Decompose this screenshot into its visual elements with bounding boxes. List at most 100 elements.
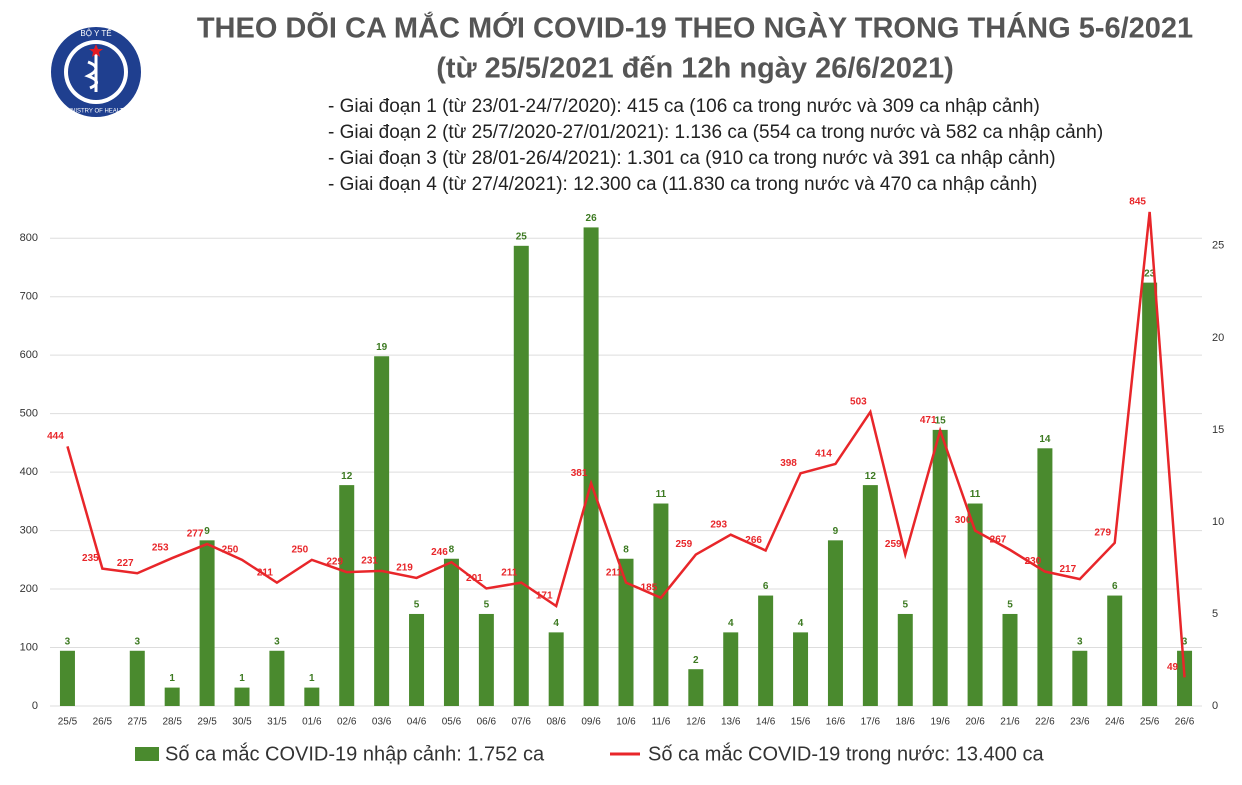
bar xyxy=(1002,613,1018,706)
bar-label: 4 xyxy=(798,618,804,629)
bar xyxy=(339,485,355,706)
bar xyxy=(59,650,75,706)
line-label: 201 xyxy=(466,573,483,584)
annotation: - Giai đoạn 1 (từ 23/01-24/7/2020): 415 … xyxy=(328,96,1040,117)
line-label: 845 xyxy=(1129,197,1146,208)
logo: BỘ Y TẾ MINISTRY OF HEALTH xyxy=(49,25,143,119)
bar-label: 9 xyxy=(204,526,210,537)
y2-tick-label: 10 xyxy=(1212,516,1224,528)
bar-label: 26 xyxy=(586,213,598,224)
chart-title: THEO DÕI CA MẮC MỚI COVID-19 THEO NGÀY T… xyxy=(197,11,1193,45)
bar-label: 4 xyxy=(553,618,559,629)
bar xyxy=(234,687,250,706)
bar-label: 3 xyxy=(1077,636,1083,647)
bar xyxy=(932,429,948,706)
bar-label: 11 xyxy=(970,489,981,500)
x-tick-label: 26/5 xyxy=(93,717,113,728)
bar-label: 3 xyxy=(134,636,140,647)
x-tick-label: 18/6 xyxy=(896,717,916,728)
line-label: 259 xyxy=(675,539,692,550)
x-tick-label: 15/6 xyxy=(791,717,811,728)
line-label: 211 xyxy=(606,567,623,578)
bar-label: 5 xyxy=(1007,600,1013,611)
line-label: 231 xyxy=(361,556,378,567)
y2-tick-label: 25 xyxy=(1212,240,1224,252)
bar xyxy=(409,613,425,706)
bar-label: 12 xyxy=(865,471,877,482)
line-label: 185 xyxy=(641,582,658,593)
y-tick-label: 0 xyxy=(32,700,38,712)
bar xyxy=(304,687,320,706)
bar-label: 2 xyxy=(693,655,699,666)
x-tick-label: 28/5 xyxy=(162,717,182,728)
bar xyxy=(967,503,983,706)
bar-label: 19 xyxy=(376,342,388,353)
y2-tick-label: 20 xyxy=(1212,332,1224,344)
bar xyxy=(129,650,145,706)
x-tick-label: 12/6 xyxy=(686,717,706,728)
bar xyxy=(583,227,599,706)
legend-label: Số ca mắc COVID-19 trong nước: 13.400 ca xyxy=(648,742,1044,765)
bar xyxy=(199,540,215,706)
annotation: - Giai đoạn 4 (từ 27/4/2021): 12.300 ca … xyxy=(328,174,1037,195)
x-tick-label: 01/6 xyxy=(302,717,322,728)
x-tick-label: 03/6 xyxy=(372,717,392,728)
line-label: 253 xyxy=(152,543,169,554)
bar-label: 8 xyxy=(623,544,629,555)
bar-label: 1 xyxy=(309,673,315,684)
line-label: 266 xyxy=(745,535,762,546)
legend-label: Số ca mắc COVID-19 nhập cảnh: 1.752 ca xyxy=(165,742,545,765)
bar xyxy=(1037,448,1053,706)
y2-tick-label: 5 xyxy=(1212,608,1218,620)
line-label: 250 xyxy=(291,544,308,555)
line-label: 246 xyxy=(431,547,448,558)
bar xyxy=(827,540,843,706)
x-tick-label: 04/6 xyxy=(407,717,427,728)
bar xyxy=(164,687,180,706)
bar-label: 5 xyxy=(902,600,908,611)
bar-label: 12 xyxy=(341,471,353,482)
x-tick-label: 10/6 xyxy=(616,717,636,728)
line-label: 471 xyxy=(920,415,937,426)
x-tick-label: 27/5 xyxy=(128,717,148,728)
x-tick-label: 31/5 xyxy=(267,717,287,728)
bar xyxy=(269,650,285,706)
bar-label: 5 xyxy=(484,600,490,611)
bar-label: 3 xyxy=(274,636,280,647)
y-tick-label: 600 xyxy=(20,349,38,361)
bar xyxy=(897,613,913,706)
bar xyxy=(793,632,809,706)
x-tick-label: 24/6 xyxy=(1105,717,1125,728)
x-tick-label: 13/6 xyxy=(721,717,741,728)
x-tick-label: 20/6 xyxy=(965,717,985,728)
line-label: 230 xyxy=(1025,556,1042,567)
logo-top: BỘ Y TẾ xyxy=(80,28,111,38)
legend-swatch xyxy=(135,747,159,761)
x-tick-label: 11/6 xyxy=(652,717,671,728)
logo-bottom: MINISTRY OF HEALTH xyxy=(64,109,127,115)
line-label: 300 xyxy=(955,515,972,526)
bar-label: 6 xyxy=(1112,581,1118,592)
x-tick-label: 22/6 xyxy=(1035,717,1055,728)
x-tick-label: 02/6 xyxy=(337,717,357,728)
x-tick-label: 29/5 xyxy=(197,717,217,728)
line-label: 259 xyxy=(885,539,902,550)
bar xyxy=(1107,595,1123,706)
y-tick-label: 100 xyxy=(20,641,38,653)
y-tick-label: 700 xyxy=(20,291,38,303)
x-tick-label: 09/6 xyxy=(581,717,601,728)
x-tick-label: 21/6 xyxy=(1000,717,1020,728)
x-tick-label: 07/6 xyxy=(512,717,532,728)
y2-tick-label: 0 xyxy=(1212,700,1218,712)
bar-label: 3 xyxy=(1182,636,1188,647)
bar-label: 1 xyxy=(239,673,245,684)
y-tick-label: 400 xyxy=(20,466,38,478)
bar xyxy=(374,356,390,706)
x-tick-label: 25/6 xyxy=(1140,717,1160,728)
line-label: 171 xyxy=(536,591,553,602)
y-tick-label: 800 xyxy=(20,232,38,244)
bar xyxy=(443,558,459,706)
x-tick-label: 19/6 xyxy=(930,717,950,728)
line xyxy=(66,211,1186,678)
